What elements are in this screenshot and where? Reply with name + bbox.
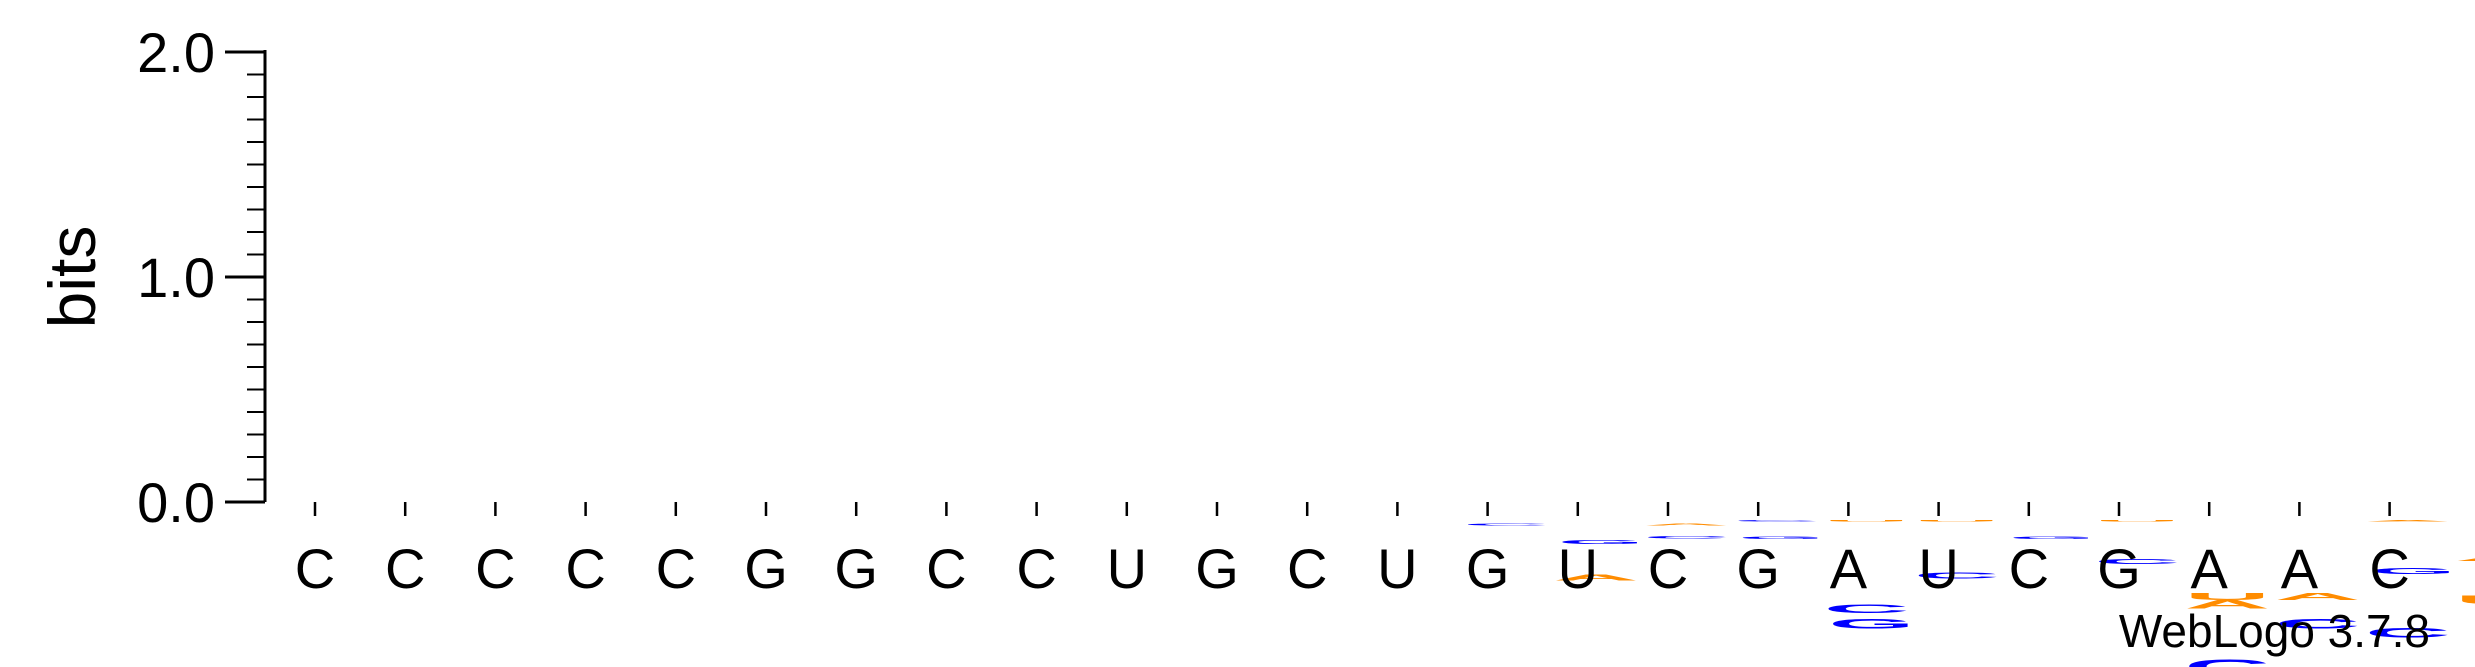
x-tick-label: G [1195,537,1239,600]
logo-letter-G: G [1738,535,1824,540]
x-tick-label: G [834,537,878,600]
x-tick-label: C [385,537,425,600]
x-tick-label: U [1918,537,1958,600]
logo-letter-C: C [2275,616,2361,632]
logo-column: ACG [2365,520,2451,641]
logo-letter-C: C [2365,625,2451,641]
logo-letter-U: U [2094,520,2180,522]
x-tick-label: C [475,537,515,600]
y-axis-label: bits [35,226,109,329]
y-tick-label-2: 2.0 [137,21,215,84]
logo-letter-A: A [2365,520,2451,522]
x-tick-label: C [926,537,966,600]
letter-stacks: CAUCACGCUGCUCGUGCUACACUACGAGUCACUUCGCUCU… [1463,520,2475,667]
x-tick-label: C [1287,537,1327,600]
x-tick-label: C [1648,537,1688,600]
x-tick-label: G [1736,537,1780,600]
x-tick-label: C [2369,537,2409,600]
logo-letter-C: C [1733,520,1819,522]
logo-column: UCG [1828,520,1999,631]
logo-column: U G C [1738,520,1909,616]
logo-column: UA C [2184,591,2270,667]
x-tick-label: A [2191,537,2229,600]
logo-column: ACU [2275,591,2361,632]
logo-column: A CG [1558,523,1729,545]
logo-column: C [1463,523,1549,526]
logo-letter-G: G [1558,539,1644,545]
x-tick-label: G [1466,537,1510,600]
logo-letter-U: U [1824,520,1910,522]
logo-letter-U: U [2184,591,2270,602]
logo-letter-A: A [2275,591,2361,602]
logo-letter-C: C [1643,535,1729,539]
x-tick-label: C [295,537,335,600]
logo-column: AGUC [2370,556,2475,607]
logo-column: AUC [1553,573,1639,582]
x-tick-label: U [1107,537,1147,600]
x-tick-label: C [565,537,605,600]
y-minor-ticks [247,73,265,481]
logo-letter-C: C [1824,602,1910,616]
logo-letter-G: G [2009,535,2095,540]
x-tick-label: C [1016,537,1056,600]
y-tick-label-0: 0.0 [137,471,215,534]
x-tick-label: A [2281,537,2319,600]
x-tick-label: U [1558,537,1598,600]
y-axis: 2.0 1.0 0.0 bits [35,21,267,534]
x-tick-label: A [1830,537,1868,600]
logo-column: U G C [2009,520,2180,566]
logo-letter-C: C [1463,523,1549,526]
logo-letter-U: U [1914,520,2000,522]
logo-column: C [1733,520,1819,522]
logo-letter-C: C [1914,571,2000,580]
logo-letter-G: G [1828,616,1914,632]
x-tick-label: C [2009,537,2049,600]
logo-letter-A: A [2455,556,2475,563]
y-tick-label-1: 1.0 [137,246,215,309]
logo-letter-C: C [2184,656,2270,667]
logo-letter-U: U [2455,593,2475,607]
weblogo-credit: WebLogo 3.7.8 [2119,605,2430,657]
x-tick-label: C [656,537,696,600]
logo-letter-A: A [1553,573,1639,582]
logo-letter-A: A [1643,523,1729,526]
x-tick-label: G [2097,537,2141,600]
logo-letter-C: C [2094,558,2180,566]
logo-letter-G: G [2370,567,2456,576]
x-tick-label: U [1377,537,1417,600]
logo-letter-A: A [2184,598,2270,612]
x-tick-label: G [744,537,788,600]
